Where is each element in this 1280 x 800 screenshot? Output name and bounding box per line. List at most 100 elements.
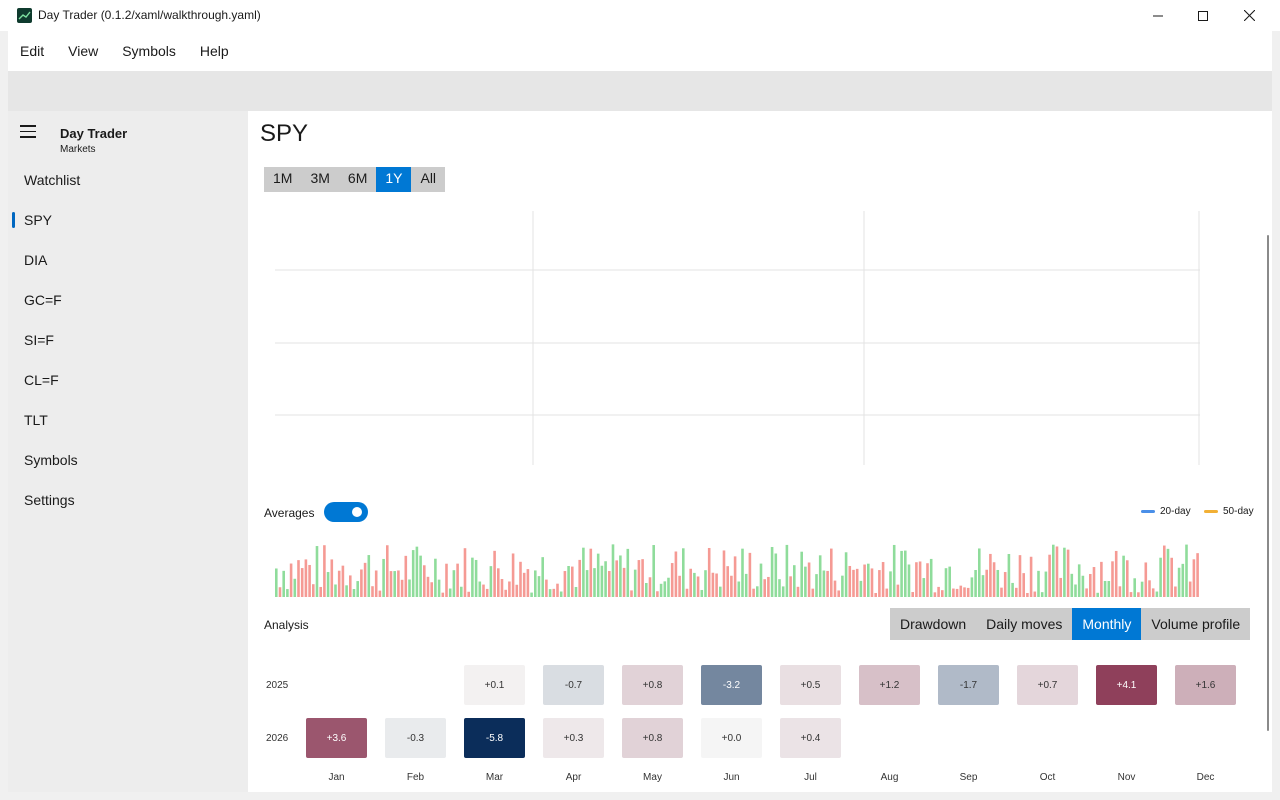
heatmap-cell[interactable]: +0.1 [464,665,525,705]
price-chart [275,211,1200,465]
heatmap-cell[interactable]: +0.8 [622,665,683,705]
heatmap-cell[interactable]: +0.0 [701,718,762,758]
sidebar-item-cl[interactable]: CL=F [8,360,248,400]
volume-bar [1096,593,1099,597]
heatmap-cell[interactable]: +1.2 [859,665,920,705]
heatmap-cell[interactable]: +3.6 [306,718,367,758]
volume-bar [360,569,363,597]
volume-bar [538,576,541,597]
range-button-6m[interactable]: 6M [339,167,376,192]
averages-toggle[interactable] [324,502,368,522]
volume-bar [841,576,844,597]
sidebar-item-watchlist[interactable]: Watchlist [8,160,248,200]
volume-bar [945,568,948,597]
range-button-3m[interactable]: 3M [301,167,338,192]
volume-bar [297,560,300,597]
sidebar-item-si[interactable]: SI=F [8,320,248,360]
heatmap-cell[interactable]: +0.7 [1017,665,1078,705]
volume-bar [1137,592,1140,597]
heatmap-cell[interactable]: +0.5 [780,665,841,705]
volume-bar [353,589,356,597]
minimize-icon [1153,11,1163,21]
menu-edit[interactable]: Edit [8,31,56,71]
volume-bar [497,568,500,597]
volume-bar [1174,587,1177,598]
volume-bar [319,587,322,597]
volume-bar [586,570,589,597]
legend-swatch-20day [1141,510,1155,513]
volume-bar [1071,574,1074,597]
heatmap-year-label: 2025 [266,680,288,691]
volume-bar [1119,586,1122,597]
maximize-button[interactable] [1180,0,1226,31]
volume-bar [823,571,826,598]
volume-bar [1133,578,1136,597]
volume-bar [434,559,437,597]
sidebar-item-spy[interactable]: SPY [8,200,248,240]
sidebar-item-dia[interactable]: DIA [8,240,248,280]
volume-bar [808,562,811,597]
heatmap-cell[interactable]: +0.3 [543,718,604,758]
volume-bar [1145,562,1148,597]
volume-bar [778,579,781,597]
range-button-1m[interactable]: 1M [264,167,301,192]
volume-bar [1185,545,1188,597]
heatmap-cell[interactable]: -5.8 [464,718,525,758]
volume-bar [919,561,922,597]
heatmap-cell[interactable]: -1.7 [938,665,999,705]
volume-bar [982,575,985,597]
vertical-scrollbar[interactable] [1267,235,1269,731]
volume-bar [867,564,870,597]
sidebar: Day Trader Markets Watchlist SPY DIA GC=… [8,111,248,792]
volume-bar [279,587,282,597]
heatmap-month-label: Mar [464,772,525,783]
sidebar-item-tlt[interactable]: TLT [8,400,248,440]
page-title: SPY [260,120,308,148]
heatmap-cell[interactable]: -0.7 [543,665,604,705]
volume-bar [312,584,315,597]
minimize-button[interactable] [1135,0,1181,31]
volume-bar [815,574,818,597]
tab-drawdown[interactable]: Drawdown [890,608,976,640]
volume-bar [878,570,881,597]
volume-bar [368,555,371,597]
sidebar-item-symbols[interactable]: Symbols [8,440,248,480]
tab-daily-moves[interactable]: Daily moves [976,608,1072,640]
analysis-tabs: Drawdown Daily moves Monthly Volume prof… [890,608,1250,640]
heatmap-cell[interactable]: +1.6 [1175,665,1236,705]
heatmap-cell[interactable]: +0.8 [622,718,683,758]
volume-bar [464,548,467,597]
volume-bar [1030,557,1033,597]
volume-bar [904,551,907,597]
heatmap-cell[interactable]: +4.1 [1096,665,1157,705]
menu-help[interactable]: Help [188,31,241,71]
tab-monthly[interactable]: Monthly [1072,608,1141,640]
menu-symbols[interactable]: Symbols [110,31,188,71]
volume-bar [427,577,430,597]
sidebar-item-gc[interactable]: GC=F [8,280,248,320]
volume-bar [1104,581,1107,597]
volume-bar [926,563,929,597]
menu-view[interactable]: View [56,31,110,71]
volume-bar [630,590,633,597]
heatmap-cell[interactable]: +0.4 [780,718,841,758]
tab-volume-profile[interactable]: Volume profile [1141,608,1250,640]
sidebar-item-settings[interactable]: Settings [8,480,248,520]
volume-bar [656,591,659,597]
volume-bar [349,575,352,597]
close-button[interactable] [1226,0,1272,31]
heatmap-cell[interactable]: -0.3 [385,718,446,758]
range-button-all[interactable]: All [411,167,445,192]
volume-bar [967,588,970,597]
volume-bar [871,568,874,597]
volume-bar [275,568,278,597]
volume-bar [978,548,981,597]
volume-bar [475,560,478,597]
heatmap-cell[interactable]: -3.2 [701,665,762,705]
volume-bar [667,578,670,597]
heatmap-month-label: Dec [1175,772,1236,783]
volume-bar [749,553,752,597]
range-button-1y[interactable]: 1Y [376,167,411,192]
hamburger-menu-icon[interactable] [20,125,36,139]
volume-bar [1148,580,1151,597]
